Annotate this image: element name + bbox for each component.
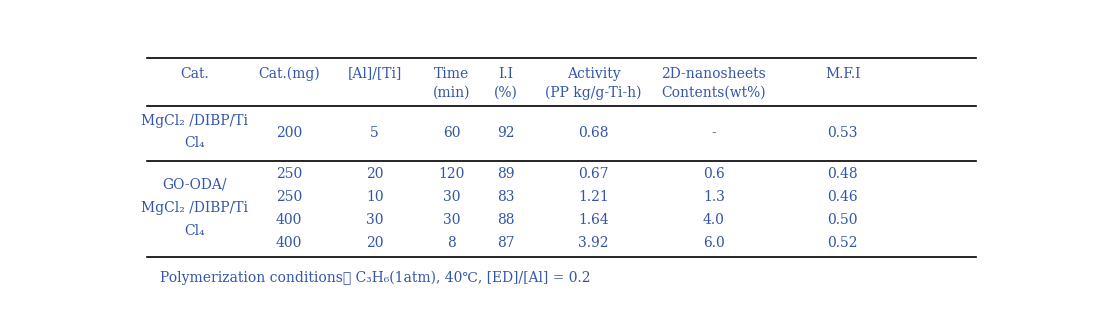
Text: 1.3: 1.3 <box>702 190 725 204</box>
Text: (%): (%) <box>494 86 517 100</box>
Text: 6.0: 6.0 <box>702 236 725 250</box>
Text: Activity: Activity <box>567 67 620 81</box>
Text: 92: 92 <box>497 126 515 140</box>
Text: 400: 400 <box>276 212 302 226</box>
Text: MgCl₂ /DIBP/Ti: MgCl₂ /DIBP/Ti <box>141 114 248 128</box>
Text: 10: 10 <box>366 190 383 204</box>
Text: 20: 20 <box>366 167 383 181</box>
Text: 60: 60 <box>443 126 461 140</box>
Text: 0.68: 0.68 <box>578 126 609 140</box>
Text: 5: 5 <box>370 126 379 140</box>
Text: 20: 20 <box>366 236 383 250</box>
Text: 89: 89 <box>497 167 515 181</box>
Text: Contents(wt%): Contents(wt%) <box>661 86 766 100</box>
Text: 0.48: 0.48 <box>828 167 858 181</box>
Text: 0.50: 0.50 <box>828 212 858 226</box>
Text: 1.21: 1.21 <box>578 190 609 204</box>
Text: Time: Time <box>434 67 470 81</box>
Text: 1.64: 1.64 <box>578 212 609 226</box>
Text: 0.6: 0.6 <box>702 167 725 181</box>
Text: 400: 400 <box>276 236 302 250</box>
Text: 30: 30 <box>366 212 383 226</box>
Text: [Al]/[Ti]: [Al]/[Ti] <box>348 67 402 81</box>
Text: 250: 250 <box>276 167 301 181</box>
Text: 0.67: 0.67 <box>578 167 609 181</box>
Text: 88: 88 <box>497 212 515 226</box>
Text: 87: 87 <box>497 236 515 250</box>
Text: Cl₄: Cl₄ <box>184 136 205 150</box>
Text: 30: 30 <box>443 212 461 226</box>
Text: -: - <box>711 126 716 140</box>
Text: 30: 30 <box>443 190 461 204</box>
Text: I.I: I.I <box>499 67 513 81</box>
Text: MgCl₂ /DIBP/Ti: MgCl₂ /DIBP/Ti <box>141 201 248 215</box>
Text: GO-ODA/: GO-ODA/ <box>162 178 226 192</box>
Text: 250: 250 <box>276 190 301 204</box>
Text: 0.52: 0.52 <box>828 236 858 250</box>
Text: 8: 8 <box>448 236 456 250</box>
Text: (PP kg/g-Ti-h): (PP kg/g-Ti-h) <box>545 86 642 100</box>
Text: Cl₄: Cl₄ <box>184 224 205 238</box>
Text: 120: 120 <box>439 167 465 181</box>
Text: Cat.: Cat. <box>179 67 208 81</box>
Text: 200: 200 <box>276 126 301 140</box>
Text: 0.46: 0.46 <box>828 190 858 204</box>
Text: M.F.I: M.F.I <box>824 67 861 81</box>
Text: 3.92: 3.92 <box>578 236 609 250</box>
Text: 0.53: 0.53 <box>828 126 858 140</box>
Text: 83: 83 <box>497 190 515 204</box>
Text: Cat.(mg): Cat.(mg) <box>258 66 319 81</box>
Text: 2D-nanosheets: 2D-nanosheets <box>661 67 767 81</box>
Text: Polymerization conditions： C₃H₆(1atm), 40℃, [ED]/[Al] = 0.2: Polymerization conditions： C₃H₆(1atm), 4… <box>160 271 591 285</box>
Text: 4.0: 4.0 <box>702 212 725 226</box>
Text: (min): (min) <box>433 86 471 100</box>
